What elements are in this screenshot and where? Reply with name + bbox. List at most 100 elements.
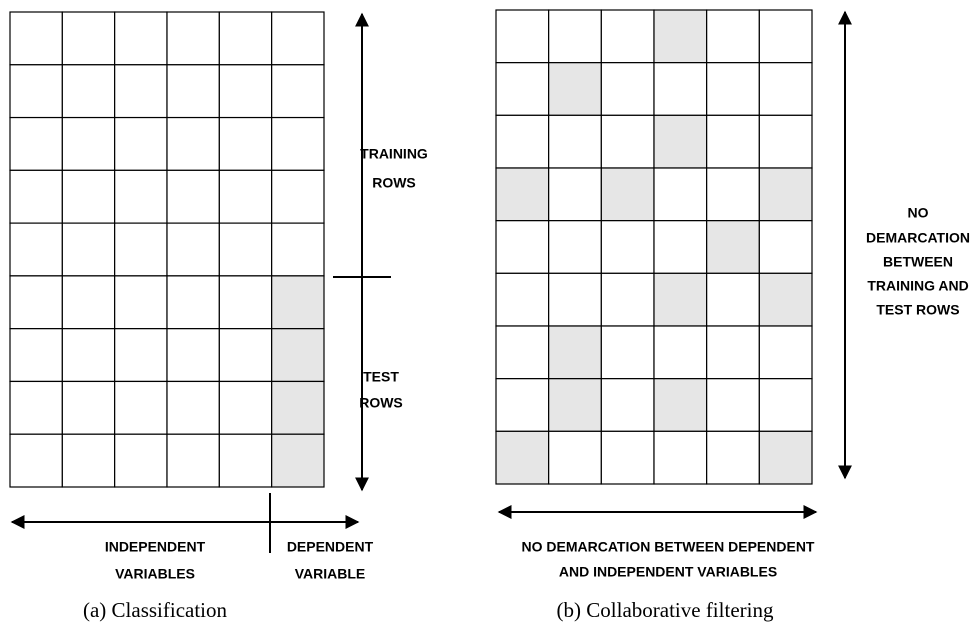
label: BETWEEN	[883, 254, 953, 270]
cell	[61, 433, 116, 488]
cell	[271, 328, 325, 383]
cell	[653, 325, 708, 380]
cell	[271, 222, 325, 277]
cell	[218, 275, 273, 330]
cell	[114, 222, 168, 277]
label: AND INDEPENDENT VARIABLES	[559, 564, 777, 580]
cell	[706, 378, 760, 432]
cell	[548, 272, 602, 327]
cell	[600, 378, 655, 432]
cell	[271, 275, 325, 330]
cell	[9, 433, 63, 488]
cell	[495, 325, 550, 380]
cell	[653, 430, 708, 485]
label: INDEPENDENT	[105, 539, 206, 555]
grids	[9, 9, 813, 488]
cell	[600, 430, 655, 485]
cell	[61, 116, 116, 171]
cell	[706, 325, 760, 380]
cell	[271, 169, 325, 224]
cell	[218, 116, 273, 171]
cell	[706, 272, 760, 327]
cell	[61, 275, 116, 330]
cell	[9, 169, 63, 224]
cell	[218, 380, 273, 435]
cell	[114, 169, 168, 224]
label: ROWS	[359, 395, 403, 411]
cell	[114, 275, 168, 330]
cell	[218, 11, 273, 66]
cell	[653, 220, 708, 274]
cell	[706, 220, 760, 274]
cell	[114, 64, 168, 119]
cell	[758, 114, 813, 169]
caption: (a) Classification	[83, 598, 228, 622]
label: TRAINING	[360, 146, 428, 162]
cell	[9, 380, 63, 435]
cell	[9, 275, 63, 330]
cell	[218, 169, 273, 224]
cell	[758, 378, 813, 432]
cell	[548, 378, 602, 432]
cell	[495, 114, 550, 169]
cell	[548, 114, 602, 169]
cell	[9, 222, 63, 277]
cell	[600, 272, 655, 327]
cell	[653, 9, 708, 64]
cell	[758, 62, 813, 116]
label: TEST ROWS	[876, 302, 959, 318]
cell	[61, 64, 116, 119]
cell	[758, 430, 813, 485]
cell	[114, 116, 168, 171]
cell	[114, 380, 168, 435]
label: ROWS	[372, 175, 416, 191]
cell	[166, 169, 220, 224]
cell	[114, 328, 168, 383]
cell	[653, 378, 708, 432]
cell	[271, 64, 325, 119]
cell	[548, 62, 602, 116]
cell	[600, 167, 655, 222]
cell	[271, 116, 325, 171]
cell	[61, 328, 116, 383]
cell	[166, 11, 220, 66]
cell	[495, 62, 550, 116]
label: VARIABLES	[115, 566, 195, 582]
label: VARIABLE	[295, 566, 366, 582]
label: DEMARCATION	[866, 230, 970, 246]
cell	[706, 114, 760, 169]
cell	[61, 169, 116, 224]
cell	[495, 378, 550, 432]
cell	[166, 433, 220, 488]
cell	[495, 272, 550, 327]
cell	[706, 9, 760, 64]
cell	[166, 64, 220, 119]
cell	[9, 64, 63, 119]
cell	[706, 167, 760, 222]
cell	[218, 222, 273, 277]
cell	[495, 430, 550, 485]
cell	[9, 328, 63, 383]
cell	[600, 325, 655, 380]
label: NO DEMARCATION BETWEEN DEPENDENT	[522, 539, 815, 555]
cell	[758, 325, 813, 380]
cell	[548, 220, 602, 274]
cell	[548, 9, 602, 64]
cell	[758, 9, 813, 64]
label: DEPENDENT	[287, 539, 374, 555]
cell	[166, 275, 220, 330]
cell	[600, 114, 655, 169]
cell	[600, 9, 655, 64]
cell	[218, 328, 273, 383]
cell	[61, 11, 116, 66]
cell	[653, 272, 708, 327]
cell	[758, 167, 813, 222]
cell	[548, 430, 602, 485]
cell	[61, 380, 116, 435]
cell	[114, 433, 168, 488]
cell	[653, 62, 708, 116]
label: TEST	[363, 369, 399, 385]
cell	[166, 328, 220, 383]
cell	[9, 116, 63, 171]
